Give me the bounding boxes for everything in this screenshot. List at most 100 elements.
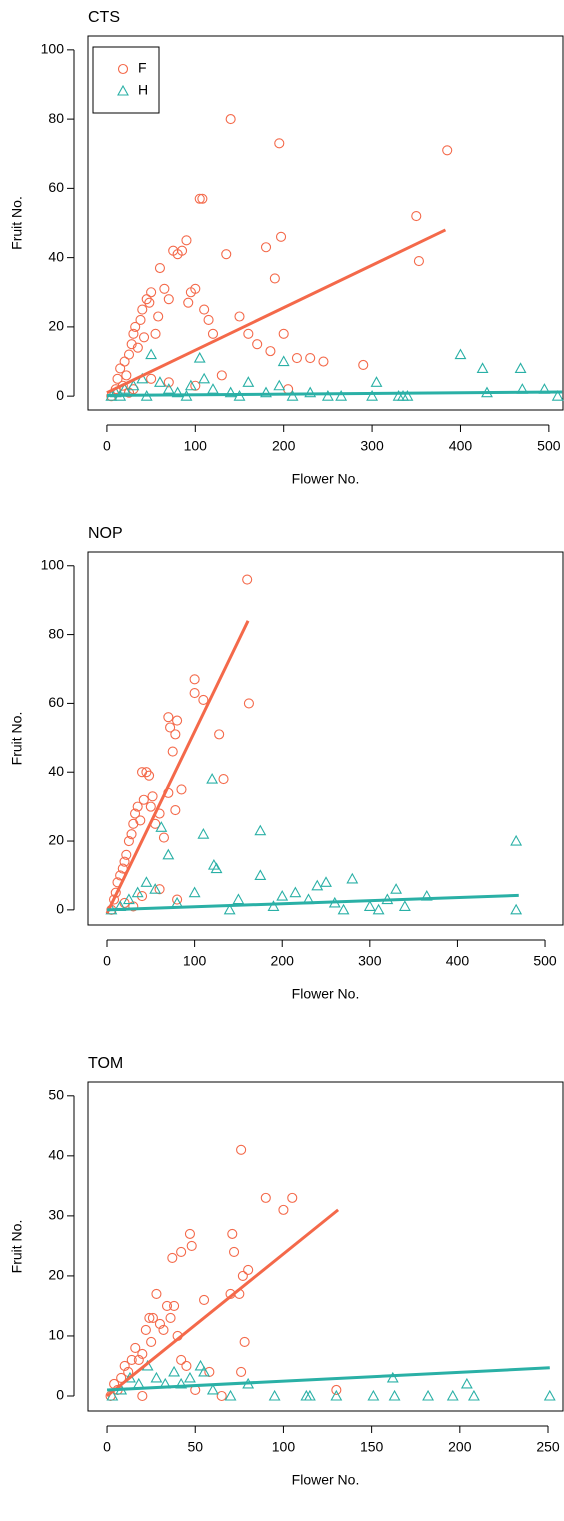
x-tick-label: 300: [358, 953, 382, 969]
point: [289, 886, 302, 898]
point: [199, 304, 210, 315]
point: [172, 715, 183, 726]
x-tick-label: 100: [272, 1439, 296, 1455]
point: [204, 1366, 215, 1378]
y-tick-label: 0: [56, 901, 64, 917]
point: [186, 1240, 197, 1251]
point: [199, 1294, 210, 1305]
point: [543, 1389, 556, 1401]
point: [318, 356, 329, 367]
point: [133, 1354, 144, 1366]
y-tick-label: 30: [48, 1207, 64, 1223]
point: [210, 862, 223, 874]
point: [446, 1389, 459, 1401]
point: [274, 138, 285, 149]
y-tick-label: 0: [56, 1387, 64, 1403]
point: [128, 328, 139, 339]
point: [197, 193, 208, 204]
point: [176, 1354, 187, 1366]
point: [146, 287, 157, 298]
point: [176, 1246, 187, 1257]
point: [269, 273, 280, 284]
point: [176, 784, 187, 795]
plot-frame: [87, 551, 564, 926]
point: [260, 242, 272, 253]
point: [411, 211, 422, 222]
point: [335, 390, 348, 401]
point: [194, 1359, 207, 1371]
point: [150, 1371, 163, 1383]
plot-frame: [87, 1081, 564, 1412]
point: [138, 332, 150, 343]
point: [149, 883, 162, 894]
legend-box: [92, 46, 160, 114]
point: [162, 848, 175, 860]
point: [227, 1228, 238, 1239]
point: [168, 1365, 181, 1377]
fit-line: [106, 390, 563, 397]
y-tick-label: 40: [48, 1147, 64, 1163]
point: [320, 876, 332, 887]
point: [207, 383, 219, 394]
point: [216, 1390, 227, 1402]
point: [138, 794, 149, 805]
point: [206, 772, 219, 784]
point: [291, 353, 303, 364]
point: [401, 390, 414, 401]
point: [144, 1312, 155, 1323]
point: [132, 1377, 145, 1389]
point: [137, 1390, 148, 1402]
point: [137, 891, 148, 902]
point: [304, 386, 317, 398]
fit-line: [106, 228, 447, 395]
point: [127, 379, 140, 391]
point: [122, 893, 135, 905]
point: [154, 376, 166, 387]
point: [163, 294, 174, 305]
point: [476, 362, 489, 373]
point: [551, 390, 564, 401]
x-tick-label: 0: [103, 438, 111, 454]
point: [194, 193, 205, 204]
point: [163, 377, 174, 388]
point: [140, 876, 153, 887]
point: [390, 883, 403, 894]
fit-line: [106, 1208, 340, 1398]
x-tick-label: 0: [103, 1439, 111, 1455]
point: [388, 1389, 401, 1401]
point: [137, 304, 148, 315]
x-tick-label: 250: [536, 1439, 560, 1455]
point: [223, 903, 236, 915]
point: [130, 321, 141, 332]
point: [252, 339, 263, 350]
point: [135, 815, 146, 826]
point: [214, 729, 225, 740]
point: [243, 698, 254, 709]
point: [422, 1389, 435, 1401]
point: [467, 1389, 480, 1401]
legend-label: F: [138, 60, 147, 76]
y-tick-label: 10: [48, 1327, 64, 1343]
point: [236, 1366, 247, 1378]
x-tick-label: 150: [360, 1439, 384, 1455]
point: [184, 379, 197, 391]
y-tick-label: 100: [41, 41, 65, 57]
point: [190, 283, 201, 294]
point: [236, 1144, 247, 1155]
point: [358, 359, 369, 371]
point: [119, 856, 130, 867]
point: [172, 894, 183, 905]
point: [189, 688, 200, 699]
point: [158, 1324, 169, 1336]
point: [243, 328, 254, 339]
point: [370, 376, 383, 387]
point: [300, 1389, 313, 1401]
point: [151, 1288, 162, 1299]
point: [171, 386, 184, 398]
y-tick-label: 80: [48, 625, 64, 641]
point: [460, 1377, 473, 1389]
point: [331, 1384, 342, 1396]
point: [140, 1324, 151, 1336]
y-tick-label: 60: [48, 694, 64, 710]
point: [239, 1336, 250, 1348]
